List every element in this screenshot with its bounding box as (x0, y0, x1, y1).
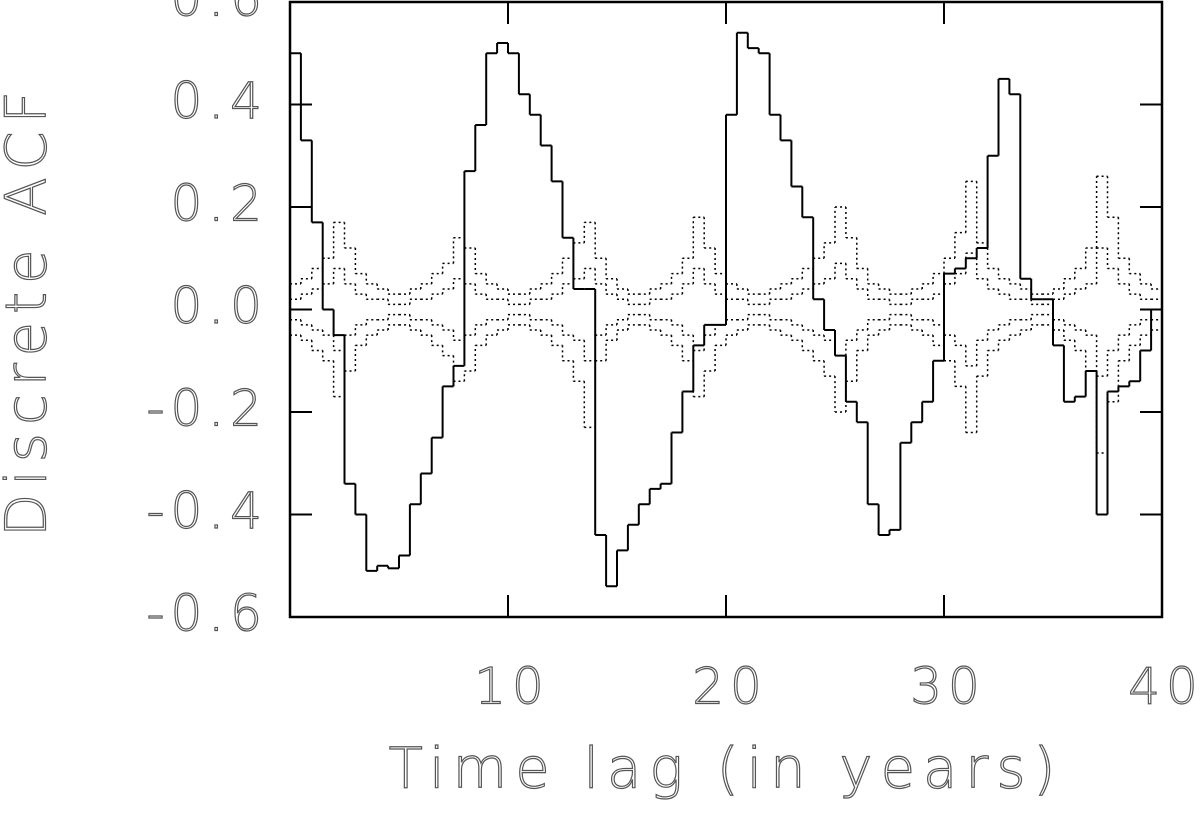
y-tick-label: 0.2 (170, 175, 268, 233)
y-tick-label: -0.4 (146, 482, 268, 540)
y-tick-label: 0.0 (170, 277, 268, 335)
y-tick-label: -0.6 (146, 585, 268, 643)
x-tick-label: 30 (910, 658, 986, 716)
x-tick-label: 20 (692, 658, 768, 716)
x-tick-label: 10 (474, 658, 550, 716)
y-tick-label: 0.6 (170, 0, 268, 28)
y-tick-label: 0.4 (170, 72, 268, 130)
y-tick-label: -0.2 (146, 380, 268, 438)
y-axis-title: Discrete ACF (0, 83, 59, 537)
x-axis-title: Time lag (in years) (389, 736, 1064, 801)
x-tick-label: 40 (1128, 658, 1200, 716)
